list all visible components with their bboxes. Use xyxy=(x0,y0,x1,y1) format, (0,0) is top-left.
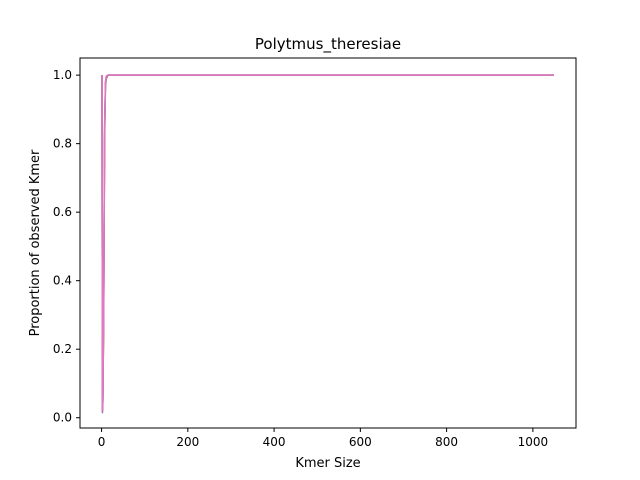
plot-frame xyxy=(79,57,577,429)
x-tick-label: 800 xyxy=(435,435,458,449)
y-axis-label: Proportion of observed Kmer xyxy=(28,149,43,336)
y-tick-label: 1.0 xyxy=(53,68,72,82)
series-line-4 xyxy=(101,74,554,412)
x-tick-label: 1000 xyxy=(518,435,549,449)
plot-lines xyxy=(101,74,554,414)
x-tick-label: 200 xyxy=(176,435,199,449)
y-tick-label: 0.6 xyxy=(53,205,72,219)
y-tick-label: 0.8 xyxy=(53,137,72,151)
y-tick-label: 0.2 xyxy=(53,342,72,356)
series-line-3 xyxy=(101,74,554,412)
x-tick-label: 400 xyxy=(263,435,286,449)
y-tick-label: 0.4 xyxy=(53,274,72,288)
x-axis: 0 200 400 600 800 1000 xyxy=(98,428,548,449)
y-axis: 0.0 0.2 0.4 0.6 0.8 1.0 xyxy=(53,68,80,425)
x-tick-label: 600 xyxy=(349,435,372,449)
series-line-2 xyxy=(101,74,554,414)
y-tick-label: 0.0 xyxy=(53,411,72,425)
chart-title: Polytmus_theresiae xyxy=(255,35,401,54)
x-axis-label: Kmer Size xyxy=(295,456,360,471)
series-line-1 xyxy=(101,74,554,412)
x-tick-label: 0 xyxy=(98,435,106,449)
